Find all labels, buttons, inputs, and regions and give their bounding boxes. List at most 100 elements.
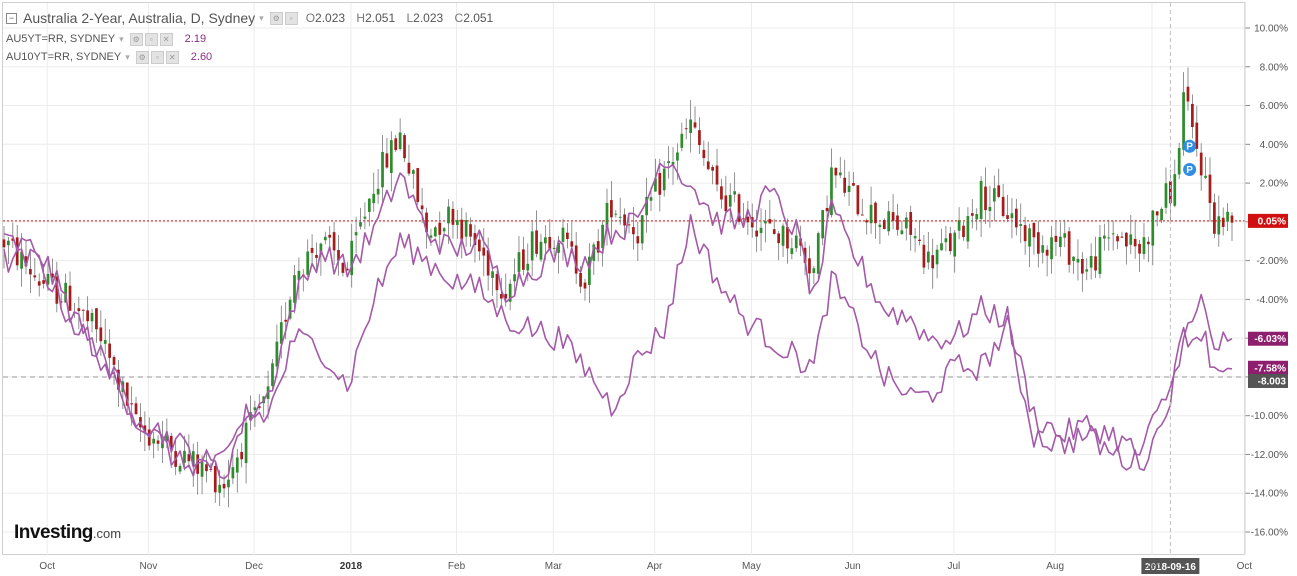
candle-body xyxy=(200,461,204,477)
candle-body xyxy=(1151,210,1155,246)
candle-body xyxy=(95,308,98,330)
candle-body xyxy=(253,407,257,411)
candle xyxy=(988,185,992,228)
candle xyxy=(152,431,156,459)
candle xyxy=(381,135,384,204)
marker-label: P xyxy=(1186,165,1193,176)
candle xyxy=(684,118,688,140)
candle xyxy=(315,242,318,270)
candle-body xyxy=(684,128,688,130)
settings-icon[interactable]: ⚙ xyxy=(129,32,143,46)
candle-body xyxy=(1133,238,1137,247)
settings-icon[interactable]: ⚙ xyxy=(269,11,283,25)
candle-body xyxy=(376,188,380,195)
candle xyxy=(1155,211,1159,227)
hide-icon[interactable]: ▫ xyxy=(144,32,158,46)
event-markers[interactable]: PP xyxy=(1183,139,1197,177)
candle-body xyxy=(24,256,28,267)
candle-body xyxy=(218,484,222,493)
remove-icon[interactable]: ✕ xyxy=(159,32,173,46)
crosshair-date-box xyxy=(1141,558,1200,574)
candle-body xyxy=(161,441,164,449)
candle-body xyxy=(654,178,657,192)
candle-body xyxy=(614,213,618,215)
candle-body xyxy=(284,319,288,322)
candle-body xyxy=(887,211,891,232)
candle xyxy=(77,296,81,330)
candle-body xyxy=(1204,175,1207,178)
candle xyxy=(323,231,327,245)
candle-body xyxy=(834,167,838,176)
candle xyxy=(451,201,455,239)
hide-icon[interactable]: ▫ xyxy=(284,11,298,25)
caret-down-icon[interactable]: ▾ xyxy=(259,12,264,23)
crosshair-date-label: 2018-09-16 xyxy=(1145,562,1197,573)
candle xyxy=(561,218,565,261)
candle xyxy=(482,228,486,277)
candle xyxy=(288,296,292,321)
candle-body xyxy=(227,479,230,488)
candle xyxy=(548,219,552,251)
candle xyxy=(257,394,261,410)
candle-body xyxy=(759,227,763,234)
candle xyxy=(1102,223,1106,251)
candle-body xyxy=(755,230,759,237)
series-line-au5yt xyxy=(3,162,1233,480)
event-marker-p[interactable]: P xyxy=(1183,139,1197,153)
candle-body xyxy=(486,250,490,276)
collapse-icon[interactable]: − xyxy=(6,12,17,24)
candle xyxy=(878,222,882,245)
candle-body xyxy=(1182,92,1185,150)
hide-icon[interactable]: ▫ xyxy=(150,50,164,64)
settings-icon[interactable]: ⚙ xyxy=(135,50,149,64)
candle-body xyxy=(557,242,560,253)
x-tick-label: Sep xyxy=(1143,561,1161,572)
candle-body xyxy=(821,210,825,239)
candle-body xyxy=(1208,174,1212,203)
candle-body xyxy=(1045,249,1049,256)
candle xyxy=(350,223,354,288)
caret-down-icon[interactable]: ▾ xyxy=(125,51,130,62)
candle-body xyxy=(526,263,530,271)
candle-body xyxy=(99,327,103,342)
candle-body xyxy=(856,185,860,215)
candle xyxy=(812,266,816,285)
candle-body xyxy=(169,435,173,450)
candlestick-series xyxy=(2,67,1234,508)
candle xyxy=(526,243,530,282)
remove-icon[interactable]: ✕ xyxy=(165,50,179,64)
candle xyxy=(768,200,772,224)
x-tick-label: Apr xyxy=(647,561,663,572)
candle-body xyxy=(231,467,235,479)
candle xyxy=(896,203,899,236)
candle xyxy=(1006,195,1009,223)
candle xyxy=(1054,220,1058,256)
candle xyxy=(922,235,926,274)
candle-body xyxy=(345,268,349,271)
candle xyxy=(574,232,578,285)
candle xyxy=(90,308,94,333)
caret-down-icon[interactable]: ▾ xyxy=(119,33,124,44)
candle-body xyxy=(442,228,446,232)
price-tags: 0.05% -6.03% -7.58% -8.003 xyxy=(1248,213,1288,388)
candle xyxy=(99,310,103,356)
y-tick-label: 2.00% xyxy=(1260,179,1288,190)
candle xyxy=(992,175,996,221)
event-marker-p[interactable]: P xyxy=(1183,163,1197,177)
candle-body xyxy=(1001,196,1005,216)
candle-body xyxy=(125,382,129,406)
candle-body xyxy=(583,282,587,289)
candle xyxy=(601,220,604,267)
candle-body xyxy=(940,243,943,251)
candle-body xyxy=(724,195,728,212)
candle xyxy=(1094,236,1097,278)
candle xyxy=(20,233,23,287)
candle xyxy=(1098,224,1102,279)
candle-body xyxy=(979,180,983,219)
candle-body xyxy=(975,214,979,220)
candle xyxy=(293,264,296,314)
candle-body xyxy=(539,241,543,260)
candle xyxy=(1067,226,1071,273)
series-line-au10yt xyxy=(3,214,1233,477)
